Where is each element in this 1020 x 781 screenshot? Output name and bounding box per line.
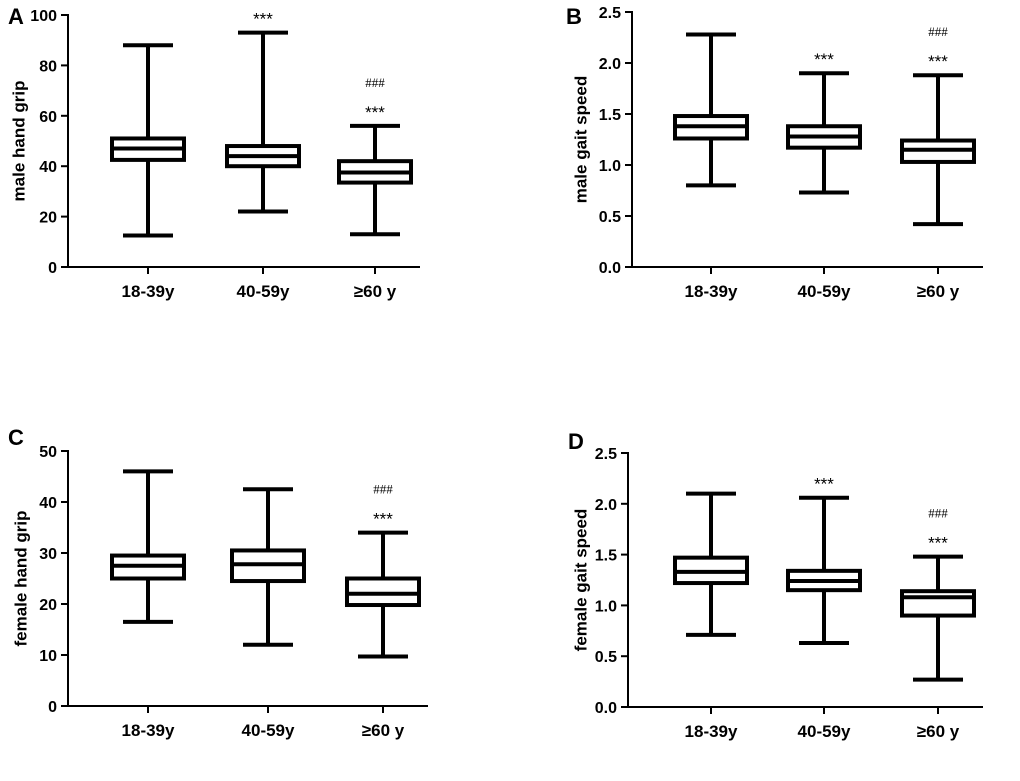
- box-plot: [673, 491, 749, 637]
- y-tick-label: 2.0: [599, 56, 621, 73]
- box-plot: [345, 530, 421, 659]
- y-axis-title: male hand grip: [9, 81, 28, 202]
- panel-b: B 0.0 0.5 1.0 1.5 2.0 2.5 male gait speed 18-39y…: [566, 4, 983, 301]
- y-tick-label: 0.5: [595, 649, 617, 666]
- y-axis-title: female gait speed: [571, 509, 590, 652]
- y-tick-label: 0: [48, 260, 57, 277]
- box-iqr: [900, 589, 976, 618]
- category-label: 40-59y: [798, 722, 851, 741]
- box-plot: [230, 487, 306, 647]
- category-label: ≥60 y: [362, 721, 405, 740]
- panel-letter: D: [568, 429, 584, 454]
- y-tick-label: 2.5: [595, 446, 617, 463]
- significance-stars: ***: [373, 510, 393, 529]
- y-tick-label: 50: [39, 444, 57, 461]
- significance-stars: ***: [928, 534, 948, 553]
- significance-stars: ***: [928, 52, 948, 71]
- box-plot: [900, 554, 976, 682]
- significance-hash: ###: [373, 482, 393, 497]
- panel-d: D 0.0 0.5 1.0 1.5 2.0 2.5 female gait speed 18-3…: [568, 429, 983, 741]
- category-label: 18-39y: [685, 722, 738, 741]
- panel-letter: A: [8, 4, 24, 29]
- y-tick-label: 1.5: [599, 107, 621, 124]
- category-label: ≥60 y: [917, 282, 960, 301]
- panel-a: A 0 20 40 60 80 100 male hand grip 18-39y 40-59y ≥…: [8, 4, 420, 301]
- significance-stars: ***: [253, 10, 273, 29]
- y-tick-label: 2.5: [599, 5, 621, 22]
- category-label: 40-59y: [798, 282, 851, 301]
- significance-stars: ***: [365, 103, 385, 122]
- y-tick-label: 80: [39, 58, 57, 75]
- y-tick-label: 60: [39, 109, 57, 126]
- significance-hash: ###: [928, 506, 948, 521]
- y-tick-label: 40: [39, 159, 57, 176]
- y-tick-label: 100: [30, 8, 57, 25]
- category-label: ≥60 y: [917, 722, 960, 741]
- box-plot: [110, 43, 186, 238]
- box-plot: [337, 123, 413, 237]
- y-axis-title: female hand grip: [11, 510, 30, 646]
- significance-stars: ***: [814, 50, 834, 69]
- y-tick-label: 40: [39, 495, 57, 512]
- y-tick-label: 10: [39, 648, 57, 665]
- y-tick-label: 1.0: [595, 598, 617, 615]
- box-plot: [110, 469, 186, 624]
- significance-hash: ###: [365, 75, 385, 90]
- category-label: 40-59y: [237, 282, 290, 301]
- panel-c: C 0 10 20 30 40 50 female hand grip 18-39y 40-59y…: [8, 425, 428, 740]
- category-label: 18-39y: [122, 721, 175, 740]
- y-tick-label: 0.0: [599, 260, 621, 277]
- y-axis-title: male gait speed: [571, 76, 590, 204]
- y-tick-label: 20: [39, 597, 57, 614]
- box-plot: [673, 32, 749, 188]
- box-plot: [786, 495, 862, 645]
- panel-letter: C: [8, 425, 24, 450]
- y-tick-label: 0.0: [595, 700, 617, 717]
- y-tick-label: 30: [39, 546, 57, 563]
- panel-letter: B: [566, 4, 582, 29]
- category-label: ≥60 y: [354, 282, 397, 301]
- box-plot: [786, 71, 862, 195]
- box-iqr: [345, 576, 421, 608]
- category-label: 40-59y: [242, 721, 295, 740]
- y-tick-label: 0: [48, 699, 57, 716]
- significance-stars: ***: [814, 475, 834, 494]
- category-label: 18-39y: [122, 282, 175, 301]
- category-label: 18-39y: [685, 282, 738, 301]
- significance-hash: ###: [928, 24, 948, 39]
- y-tick-label: 1.5: [595, 548, 617, 565]
- box-plot: [225, 30, 301, 214]
- y-tick-label: 2.0: [595, 497, 617, 514]
- box-plot: [900, 73, 976, 227]
- y-tick-label: 1.0: [599, 158, 621, 175]
- y-tick-label: 0.5: [599, 209, 621, 226]
- y-tick-label: 20: [39, 210, 57, 227]
